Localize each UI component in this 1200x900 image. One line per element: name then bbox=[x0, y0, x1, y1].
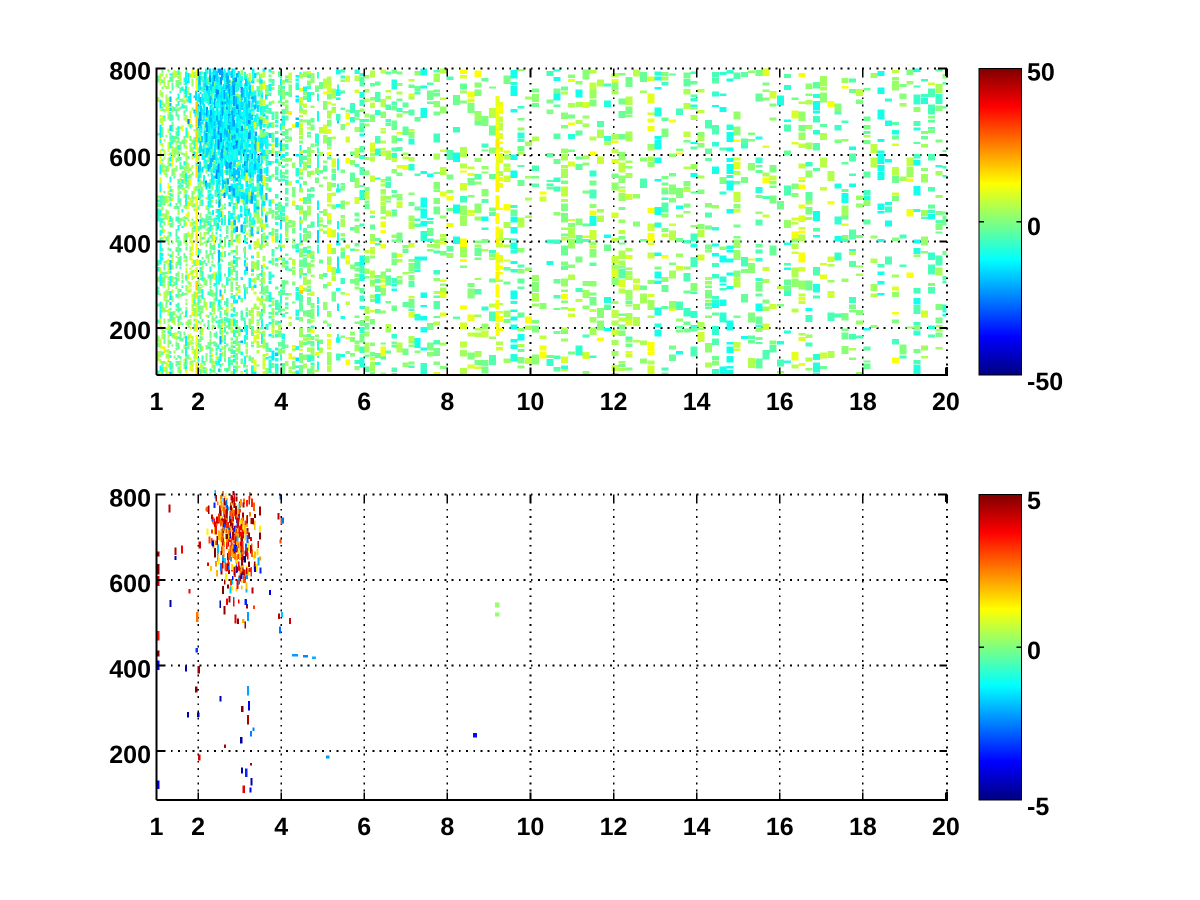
svg-text:16: 16 bbox=[766, 388, 794, 416]
svg-text:800: 800 bbox=[109, 485, 151, 513]
svg-text:600: 600 bbox=[109, 144, 151, 172]
svg-text:8: 8 bbox=[440, 813, 454, 841]
svg-text:800: 800 bbox=[109, 58, 151, 86]
svg-text:1: 1 bbox=[150, 388, 164, 416]
svg-text:10: 10 bbox=[517, 813, 545, 841]
svg-text:12: 12 bbox=[600, 388, 628, 416]
svg-text:2: 2 bbox=[191, 813, 205, 841]
svg-text:600: 600 bbox=[109, 570, 151, 598]
svg-text:400: 400 bbox=[109, 656, 151, 684]
svg-text:0: 0 bbox=[1027, 213, 1041, 241]
svg-text:4: 4 bbox=[274, 813, 288, 841]
svg-text:20: 20 bbox=[932, 388, 960, 416]
svg-text:-5: -5 bbox=[1027, 793, 1049, 821]
svg-text:18: 18 bbox=[849, 388, 877, 416]
svg-text:10: 10 bbox=[517, 388, 545, 416]
svg-text:14: 14 bbox=[683, 813, 711, 841]
svg-text:4: 4 bbox=[274, 388, 288, 416]
svg-text:400: 400 bbox=[109, 231, 151, 259]
svg-text:200: 200 bbox=[109, 317, 151, 345]
svg-text:50: 50 bbox=[1027, 59, 1055, 87]
svg-text:1: 1 bbox=[150, 813, 164, 841]
svg-text:2: 2 bbox=[191, 388, 205, 416]
svg-text:20: 20 bbox=[932, 813, 960, 841]
svg-text:12: 12 bbox=[600, 813, 628, 841]
svg-text:5: 5 bbox=[1027, 487, 1041, 515]
svg-text:200: 200 bbox=[109, 741, 151, 769]
svg-text:6: 6 bbox=[357, 388, 371, 416]
svg-text:6: 6 bbox=[357, 813, 371, 841]
svg-text:18: 18 bbox=[849, 813, 877, 841]
svg-text:0: 0 bbox=[1027, 637, 1041, 665]
svg-text:-50: -50 bbox=[1027, 368, 1063, 396]
svg-text:8: 8 bbox=[440, 388, 454, 416]
svg-text:14: 14 bbox=[683, 388, 711, 416]
svg-text:16: 16 bbox=[766, 813, 794, 841]
